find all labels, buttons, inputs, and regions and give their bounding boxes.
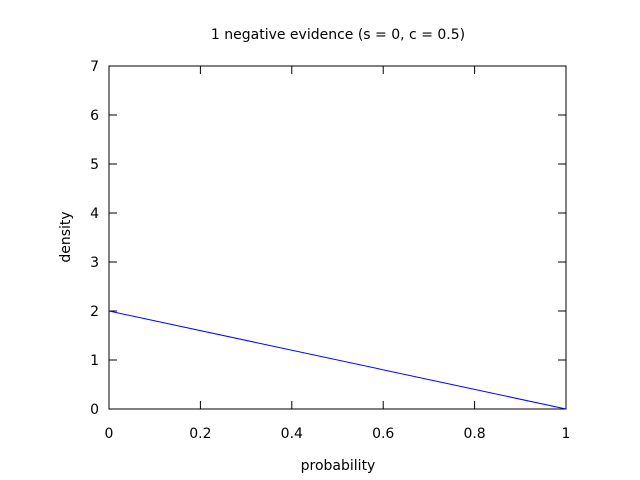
density-line (108, 310, 567, 410)
x-axis: 0 0.2 0.4 0.6 0.8 1 (105, 66, 571, 442)
y-tick-label: 0 (90, 402, 99, 418)
x-tick-label: 0.8 (463, 426, 485, 442)
y-tick-label: 6 (90, 108, 99, 124)
x-axis-label: probability (301, 458, 376, 474)
y-tick-label: 7 (90, 59, 99, 75)
x-tick-label: 0 (105, 426, 114, 442)
y-tick-label: 2 (90, 304, 99, 320)
y-axis: 0 1 2 3 4 5 6 7 (90, 59, 566, 418)
y-tick-label: 4 (90, 206, 99, 222)
chart-title: 1 negative evidence (s = 0, c = 0.5) (211, 27, 465, 43)
x-tick-label: 1 (562, 426, 571, 442)
y-tick-label: 1 (90, 353, 99, 369)
y-axis-label: density (58, 211, 74, 262)
x-tick-label: 0.4 (281, 426, 303, 442)
plot-frame (108, 65, 567, 410)
y-tick-label: 5 (90, 157, 99, 173)
x-tick-label: 0.2 (189, 426, 211, 442)
series-layer (108, 310, 567, 410)
y-tick-label: 3 (90, 255, 99, 271)
x-tick-label: 0.6 (372, 426, 394, 442)
